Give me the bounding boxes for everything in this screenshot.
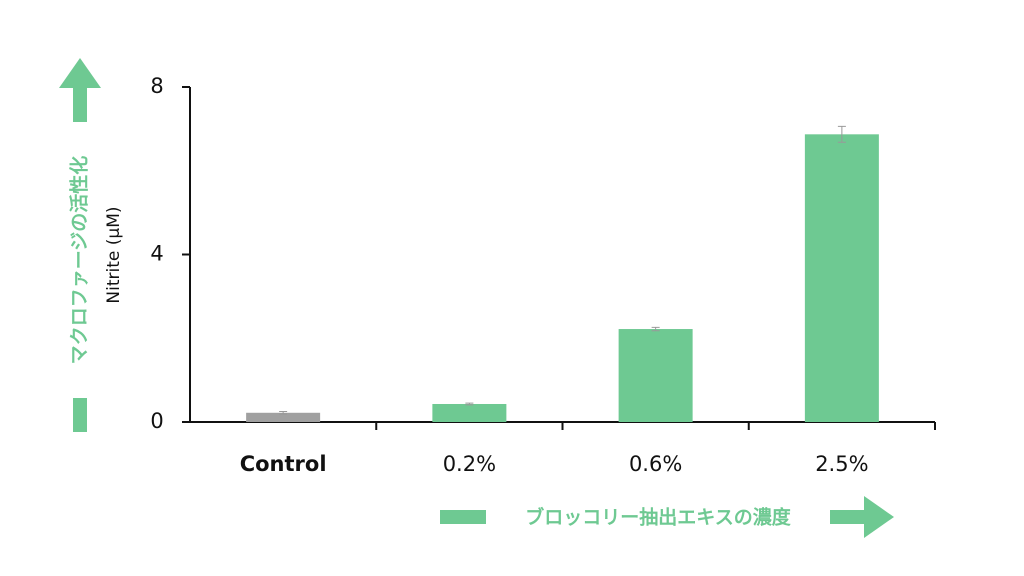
- y-tick-label: 0: [150, 409, 163, 433]
- y-arrow: [59, 58, 101, 432]
- y-tick-label: 4: [150, 242, 163, 266]
- x-annotation: ブロッコリー抽出エキスの濃度: [525, 506, 791, 529]
- error-bar: [465, 402, 474, 406]
- y-annotation: マクロファージの活性化: [68, 156, 91, 365]
- y-axis-label: Nitrite (μM): [104, 206, 124, 303]
- bar: [804, 134, 879, 422]
- x-tick-label: 0.2%: [443, 452, 496, 476]
- error-bar: [279, 411, 288, 415]
- bar: [246, 412, 321, 422]
- x-tick-label: 2.5%: [815, 452, 868, 476]
- bar: [618, 329, 693, 422]
- y-tick-label: 8: [150, 74, 163, 98]
- bar: [432, 403, 507, 422]
- x-arrow: [440, 496, 894, 538]
- error-bar: [837, 125, 846, 143]
- x-tick-label: 0.6%: [629, 452, 682, 476]
- x-tick-label: Control: [240, 452, 327, 476]
- error-bar: [651, 326, 660, 332]
